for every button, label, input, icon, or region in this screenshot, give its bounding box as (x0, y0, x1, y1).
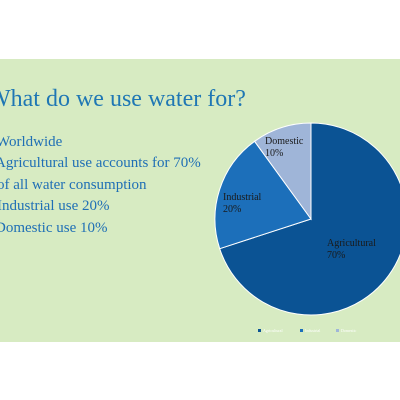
bullet-item: of all water consumption (0, 177, 147, 193)
slide-title: What do we use water for? (0, 86, 246, 112)
legend-label: Agricultural (263, 328, 283, 333)
slice-category-label: Industrial (223, 192, 262, 203)
slice-percent-label: 20% (223, 204, 241, 215)
pie-slice-industrial (214, 140, 312, 250)
legend-label: Domestic (341, 328, 357, 333)
bullet-item: Domestic use 10% (0, 220, 108, 236)
legend-label: Industrial (305, 328, 321, 333)
slice-percent-label: 70% (327, 250, 345, 261)
bullet-item: Industrial use 20% (0, 198, 110, 214)
pie-slice-agricultural (219, 122, 400, 316)
slice-category-label: Domestic (265, 136, 304, 147)
pie-chart: Agricultural70%Industrial20%Domestic10%A… (214, 122, 400, 333)
pie-slice-domestic (253, 122, 312, 221)
slice-percent-label: 10% (265, 148, 283, 159)
slice-category-label: Agricultural (327, 238, 376, 249)
legend-swatch (258, 329, 261, 332)
legend-swatch (300, 329, 303, 332)
presentation-slide: What do we use water for? Worldwide Agri… (0, 59, 400, 342)
bullet-item: Agricultural use accounts for 70% (0, 155, 201, 171)
bullet-item: Worldwide (0, 134, 63, 150)
legend-swatch (336, 329, 339, 332)
